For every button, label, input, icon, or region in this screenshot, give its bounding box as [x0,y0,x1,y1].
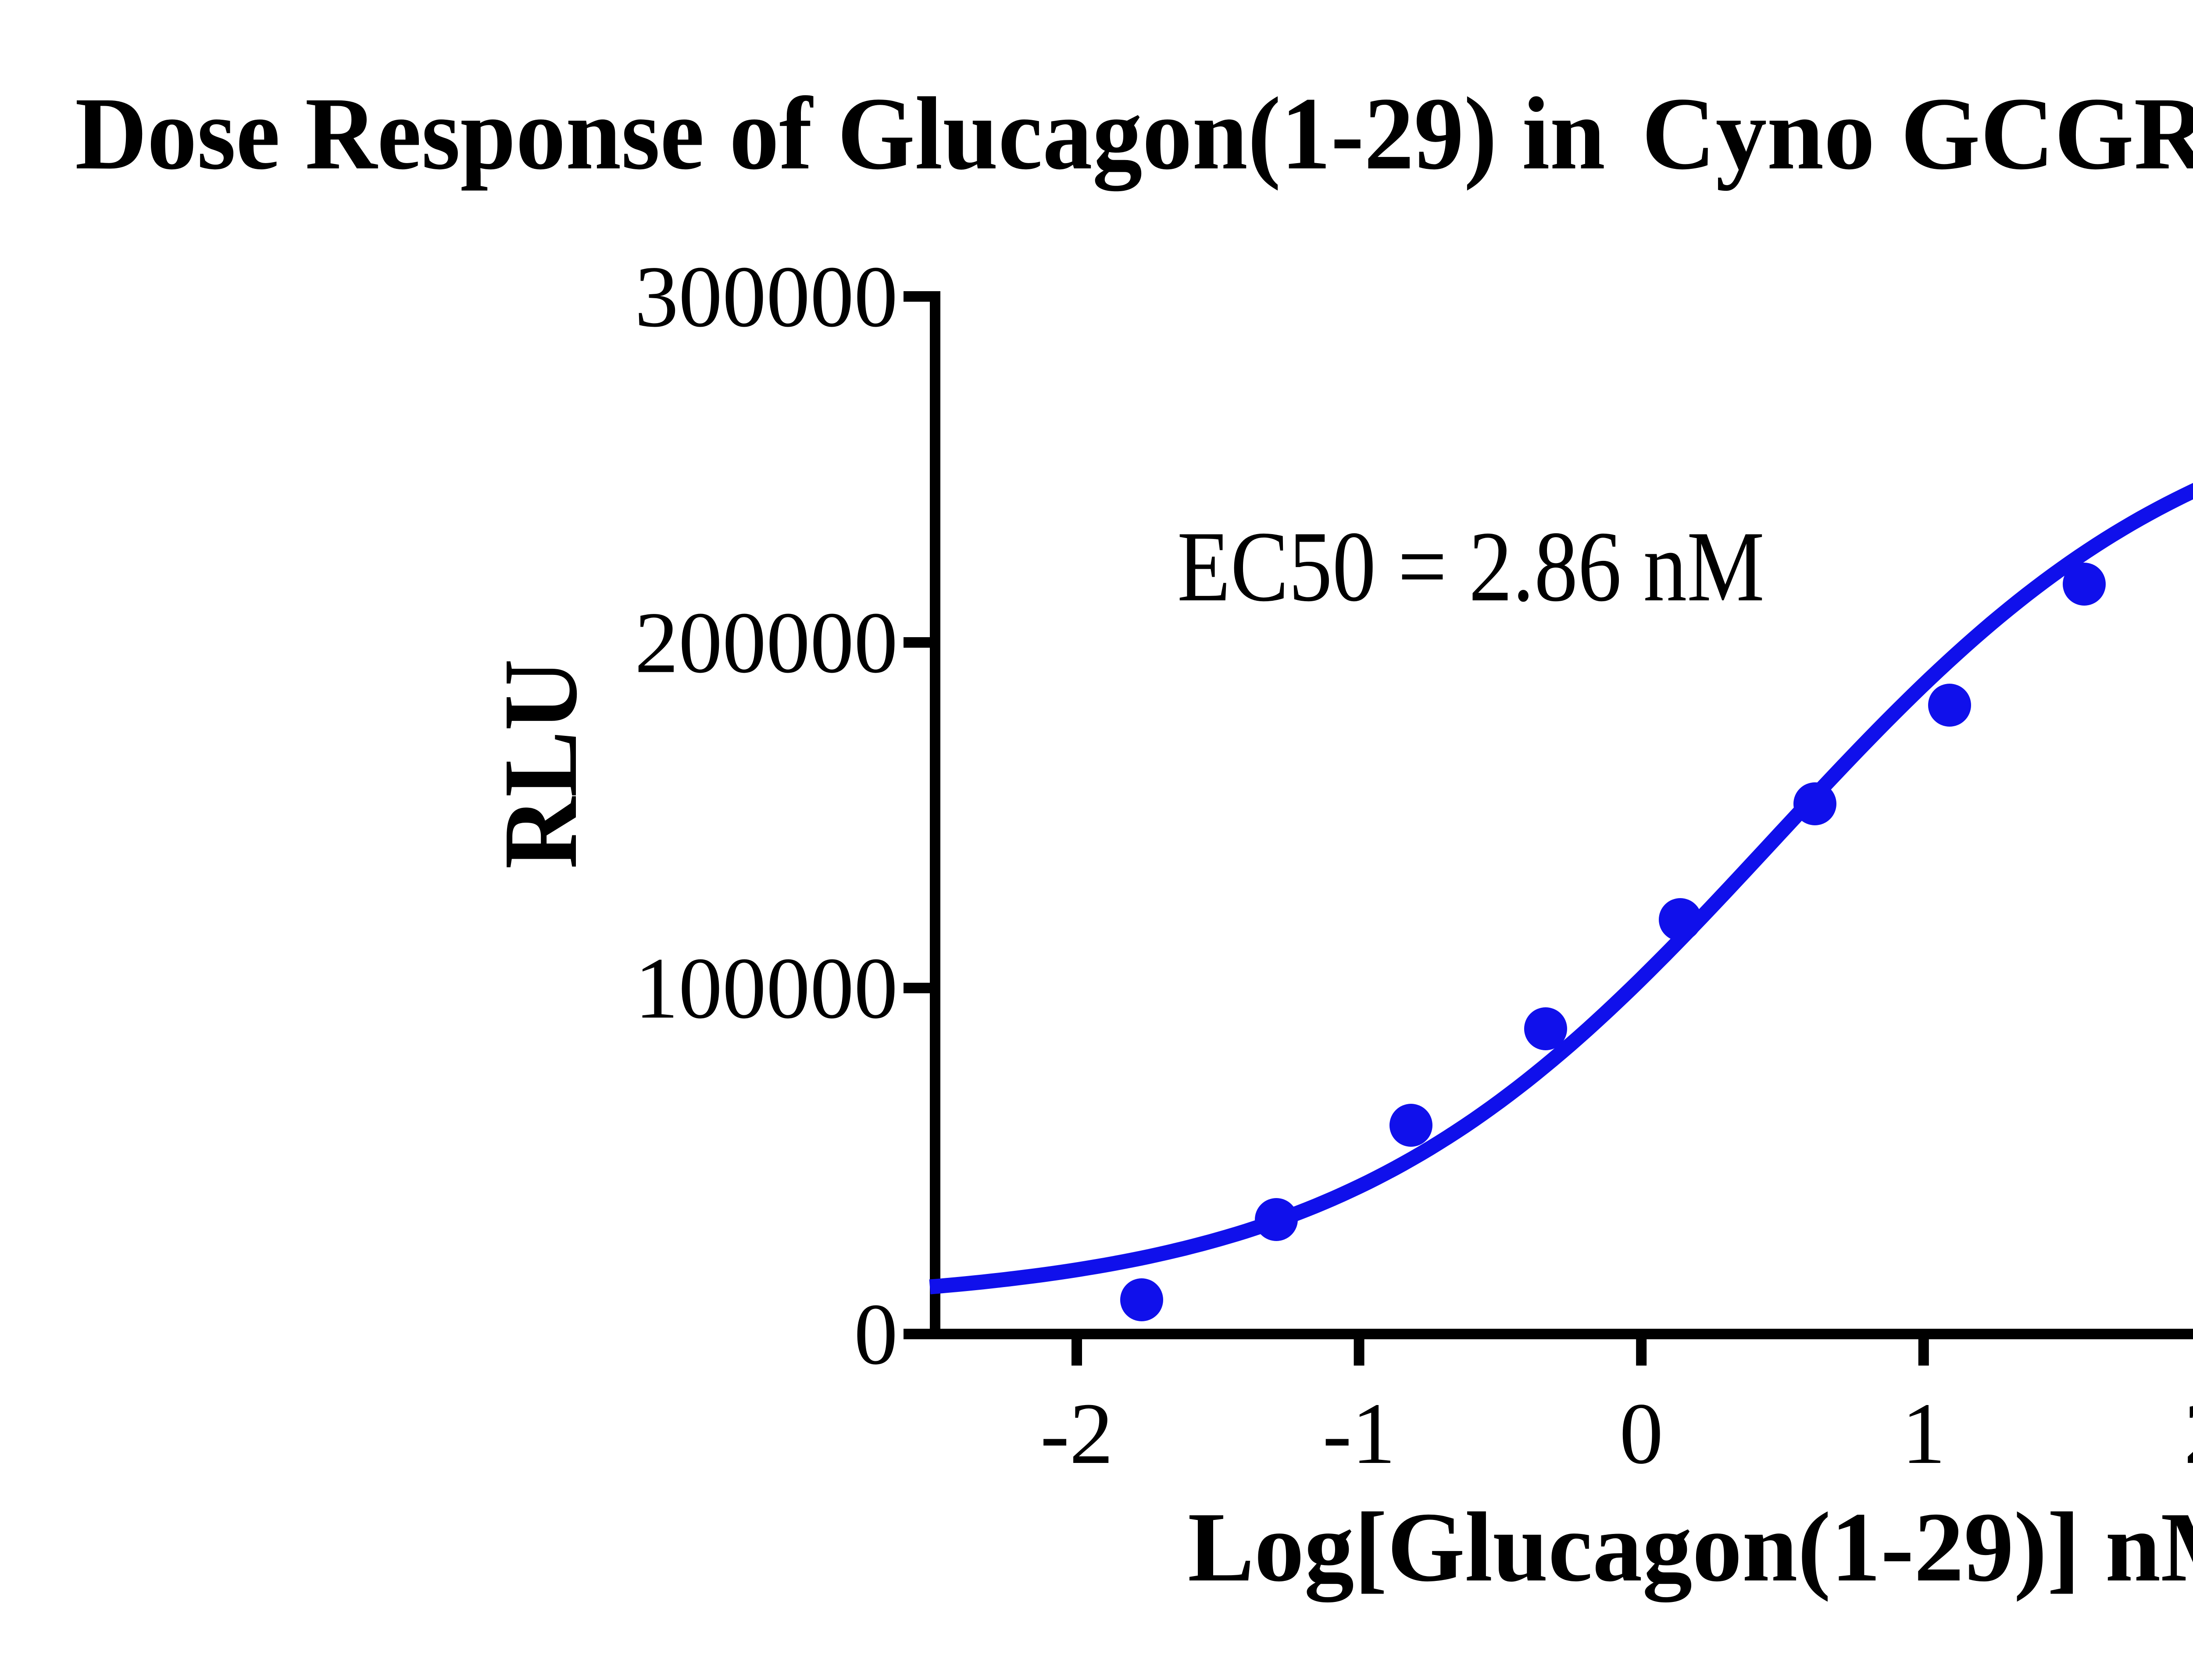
svg-text:200000: 200000 [635,595,898,692]
svg-text:Dose Response of Glucagon(1-29: Dose Response of Glucagon(1-29) in [75,76,1605,191]
svg-text:300000: 300000 [635,249,898,346]
svg-text:0: 0 [1619,1385,1663,1482]
svg-text:EC50 = 2.86 nM: EC50 = 2.86 nM [1177,510,1764,622]
svg-text:100000: 100000 [635,940,898,1037]
svg-text:1: 1 [1902,1385,1946,1482]
svg-text:0: 0 [854,1286,898,1383]
svg-text:Log[Glucagon(1-29)] nM: Log[Glucagon(1-29)] nM [1188,1492,2193,1602]
svg-text:Cyno GCGR CRE-Luc HEK293: Cyno GCGR CRE-Luc HEK293 [1642,76,2193,191]
svg-text:-1: -1 [1322,1385,1396,1482]
svg-text:RLU: RLU [482,659,599,869]
svg-text:-2: -2 [1040,1385,1114,1482]
svg-text:2: 2 [2184,1385,2193,1482]
